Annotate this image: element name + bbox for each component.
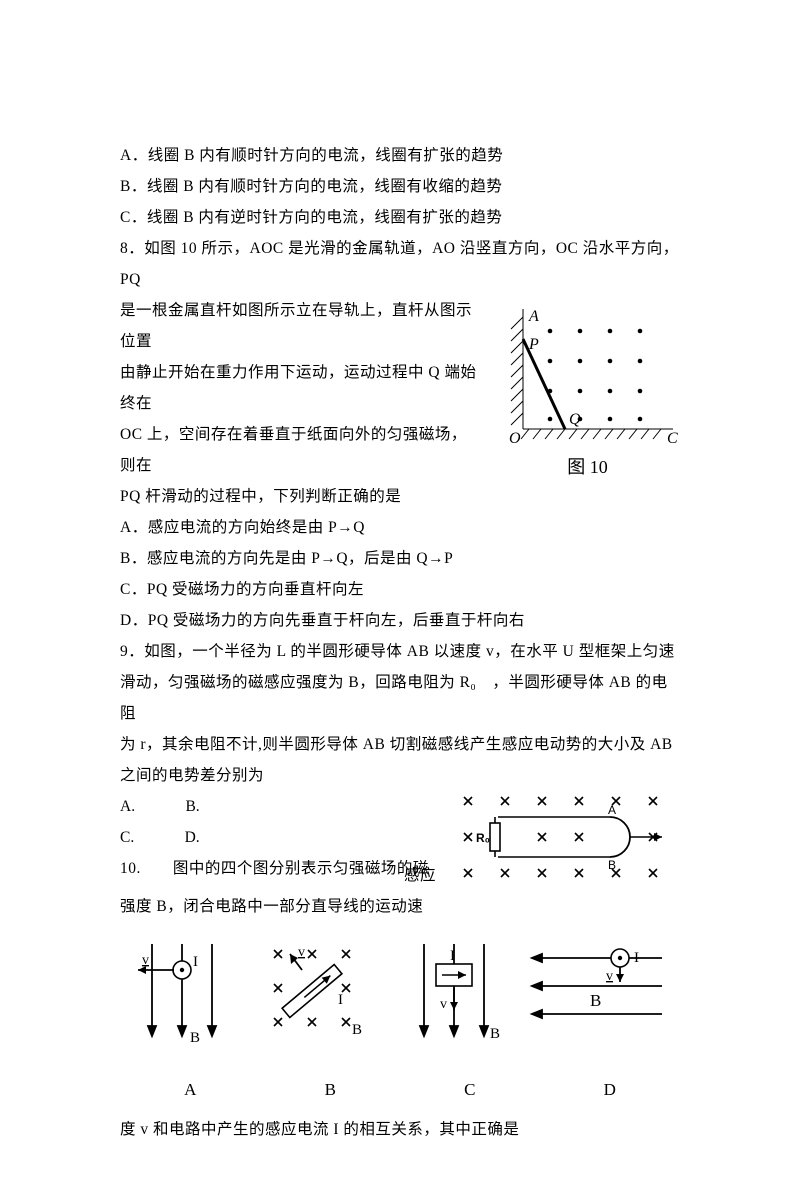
svg-text:B: B — [352, 1022, 362, 1038]
q10-label-d: D — [604, 1080, 616, 1100]
svg-text:A: A — [608, 803, 616, 817]
svg-text:v: v — [142, 953, 149, 968]
q8-figure: A P Q O C 图 10 — [495, 299, 680, 479]
q8-stem-5: PQ 杆滑动的过程中，下列判断正确的是 — [120, 481, 680, 512]
q8-stem-1: 8．如图 10 所示，AOC 是光滑的金属轨道，AO 沿竖直方向，OC 沿水平方… — [120, 233, 680, 295]
svg-text:B: B — [490, 1026, 500, 1042]
svg-text:B: B — [190, 1030, 200, 1046]
q9-stem-2: 滑动，匀强磁场的磁感应强度为 B，回路电阻为 R₀ ，半圆形硬导体 AB 的电阻 — [120, 667, 680, 729]
q8-option-a: A．感应电流的方向始终是由 P→Q — [120, 512, 680, 543]
q10-stem-2: 强度 B，闭合电路中一部分直导线的运动速 — [120, 891, 680, 922]
svg-text:I: I — [450, 948, 455, 964]
page: A．线圈 B 内有顺时针方向的电流，线圈有扩张的趋势 B．线圈 B 内有顺时针方… — [0, 0, 800, 1185]
q8-figure-caption: 图 10 — [495, 453, 680, 479]
q10-label-c: C — [464, 1080, 475, 1100]
label-O: O — [509, 430, 521, 447]
q10-stem-end: 度 v 和电路中产生的感应电流 I 的相互关系，其中正确是 — [120, 1114, 680, 1145]
svg-text:v: v — [606, 969, 613, 984]
svg-text:R₀: R₀ — [476, 831, 490, 845]
q7-option-a: A．线圈 B 内有顺时针方向的电流，线圈有扩张的趋势 — [120, 140, 680, 171]
label-Q: Q — [569, 411, 581, 428]
svg-text:B: B — [590, 991, 601, 1010]
svg-text:I: I — [338, 992, 343, 1008]
svg-text:v: v — [298, 945, 305, 960]
q10-diagrams: I v B — [120, 936, 680, 1100]
q8-option-d: D．PQ 受磁场力的方向先垂直于杆向左，后垂直于杆向右 — [120, 605, 680, 636]
label-P: P — [528, 336, 539, 353]
q7-option-c: C．线圈 B 内有逆时针方向的电流，线圈有扩张的趋势 — [120, 202, 680, 233]
label-C: C — [667, 430, 678, 447]
q10-labels-row: A B C D — [120, 1080, 680, 1100]
q8-option-b: B．感应电流的方向先是由 P→Q，后是由 Q→P — [120, 543, 680, 574]
label-A: A — [528, 308, 539, 325]
q9-stem-1: 9．如图，一个半径为 L 的半圆形硬导体 AB 以速度 v，在水平 U 型框架上… — [120, 636, 680, 667]
q8-option-c: C．PQ 受磁场力的方向垂直杆向左 — [120, 574, 680, 605]
q10-label-b: B — [325, 1080, 336, 1100]
svg-text:I: I — [193, 954, 198, 970]
q7-option-b: B．线圈 B 内有顺时针方向的电流，线圈有收缩的趋势 — [120, 171, 680, 202]
svg-text:B: B — [608, 858, 616, 872]
svg-text:I: I — [634, 950, 639, 966]
q9-stem-3: 为 r，其余电阻不计,则半圆形导体 AB 切割磁感线产生感应电动势的大小及 AB — [120, 729, 680, 760]
q10-label-a: A — [184, 1080, 196, 1100]
q9-figure: A B R₀ — [450, 787, 680, 887]
svg-text:v: v — [440, 997, 447, 1012]
